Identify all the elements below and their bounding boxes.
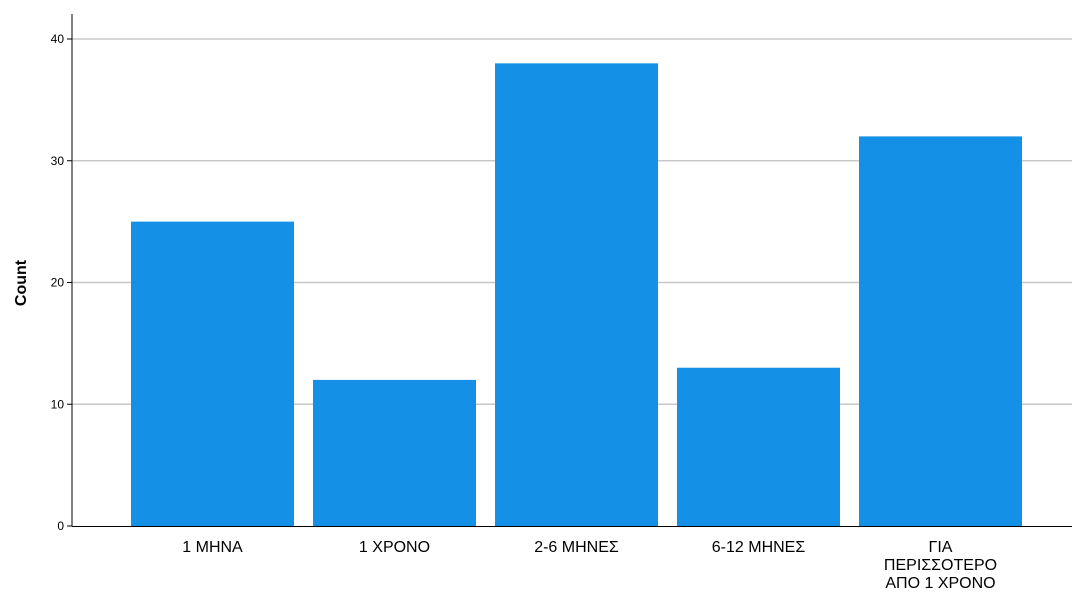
x-category-label-5: ΓΙΑ ΠΕΡΙΣΣΟΤΕΡΟ ΑΠΟ 1 ΧΡΟΝΟ (884, 539, 997, 592)
bar-5 (859, 136, 1022, 526)
y-axis-title: Count (13, 259, 30, 306)
x-category-label-1: 1 ΜΗΝΑ (182, 539, 243, 556)
x-category-label-line: 1 ΧΡΟΝΟ (359, 539, 430, 556)
axes (67, 14, 1072, 527)
y-tick-label-10: 10 (51, 397, 65, 411)
y-tick-label-0: 0 (57, 519, 64, 533)
x-category-label-line: 2-6 ΜΗΝΕΣ (534, 539, 619, 556)
y-tick-labels: 0 10 20 30 40 (51, 32, 65, 533)
bar-3 (495, 63, 658, 526)
bar-2 (313, 379, 476, 526)
x-category-label-line: 1 ΜΗΝΑ (182, 539, 243, 556)
y-tick-label-30: 30 (51, 154, 65, 168)
x-category-label-line: ΠΕΡΙΣΣΟΤΕΡΟ (884, 557, 997, 574)
y-tick-label-20: 20 (51, 276, 65, 290)
x-category-label-3: 2-6 ΜΗΝΕΣ (534, 539, 619, 556)
x-category-labels: 1 ΜΗΝΑ 1 ΧΡΟΝΟ 2-6 ΜΗΝΕΣ 6-12 ΜΗΝΕΣ ΓΙΑ ΠΕΡΙΣ… (182, 539, 997, 592)
x-category-label-line: 6-12 ΜΗΝΕΣ (712, 539, 806, 556)
x-category-label-line: ΑΠΟ 1 ΧΡΟΝΟ (885, 575, 995, 592)
x-category-label-2: 1 ΧΡΟΝΟ (359, 539, 430, 556)
x-category-label-4: 6-12 ΜΗΝΕΣ (712, 539, 806, 556)
bar-1 (131, 221, 294, 526)
bar-4 (677, 367, 840, 526)
x-category-label-line: ΓΙΑ (929, 539, 953, 556)
y-tick-label-40: 40 (51, 32, 65, 46)
bars (131, 63, 1022, 526)
